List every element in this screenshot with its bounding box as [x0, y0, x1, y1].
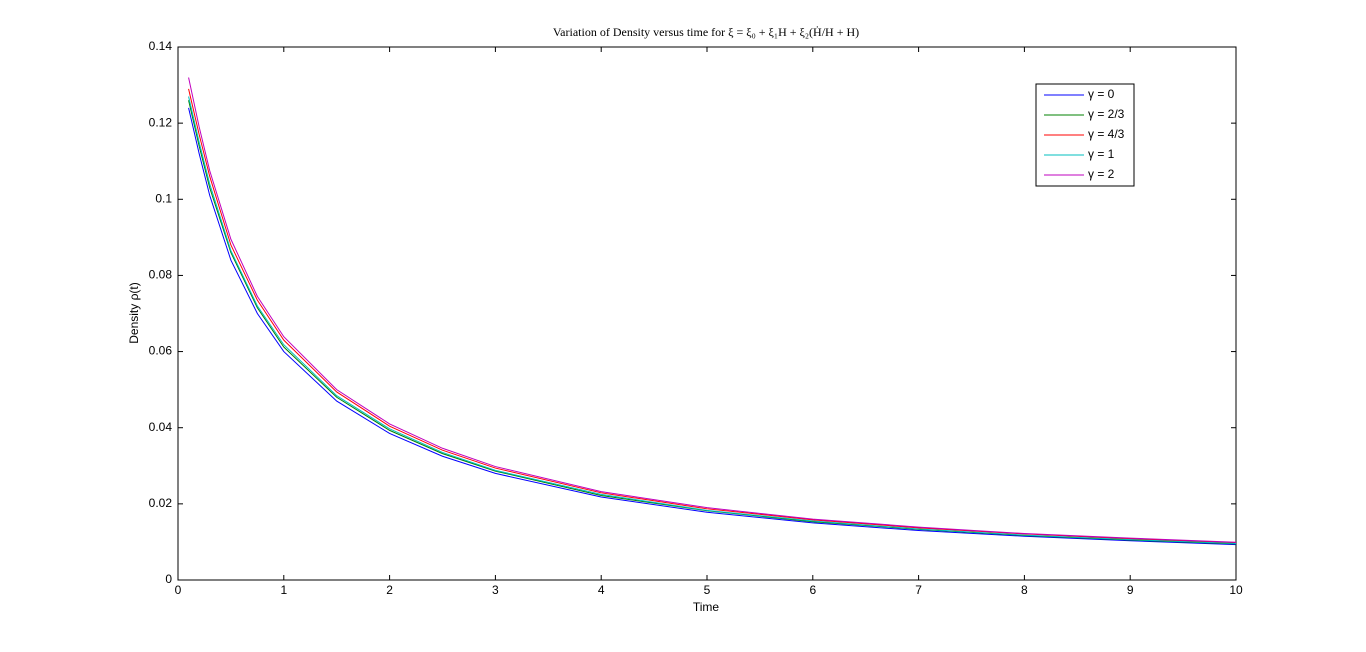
y-tick-label: 0.08: [149, 268, 173, 282]
legend-label: γ = 4/3: [1088, 127, 1125, 141]
y-tick-label: 0: [165, 572, 172, 586]
x-tick-label: 2: [386, 583, 393, 597]
series-line: [188, 88, 1237, 544]
y-tick-label: 0.04: [149, 420, 173, 434]
y-axis-label: Density ρ(t): [127, 282, 141, 344]
chart-title: Variation of Density versus time for ξ =…: [553, 25, 859, 39]
y-tick-label: 0.1: [155, 191, 172, 205]
series-line: [188, 107, 1237, 546]
series-line: [188, 77, 1237, 543]
x-tick-label: 8: [1021, 583, 1028, 597]
x-axis-label: Time: [693, 600, 720, 614]
series-line: [188, 96, 1237, 544]
legend-label: γ = 2: [1088, 167, 1115, 181]
y-tick-label: 0.12: [149, 115, 173, 129]
legend-label: γ = 0: [1088, 87, 1115, 101]
y-tick-label: 0.14: [149, 39, 173, 53]
y-tick-label: 0.02: [149, 496, 173, 510]
x-tick-label: 1: [280, 583, 287, 597]
x-tick-label: 4: [598, 583, 605, 597]
x-tick-label: 9: [1127, 583, 1134, 597]
x-tick-label: 6: [809, 583, 816, 597]
x-tick-label: 3: [492, 583, 499, 597]
x-tick-label: 10: [1229, 583, 1243, 597]
legend-label: γ = 1: [1088, 147, 1115, 161]
x-tick-label: 7: [915, 583, 922, 597]
x-tick-label: 5: [704, 583, 711, 597]
y-tick-label: 0.06: [149, 344, 173, 358]
x-tick-label: 0: [175, 583, 182, 597]
legend-label: γ = 2/3: [1088, 107, 1125, 121]
